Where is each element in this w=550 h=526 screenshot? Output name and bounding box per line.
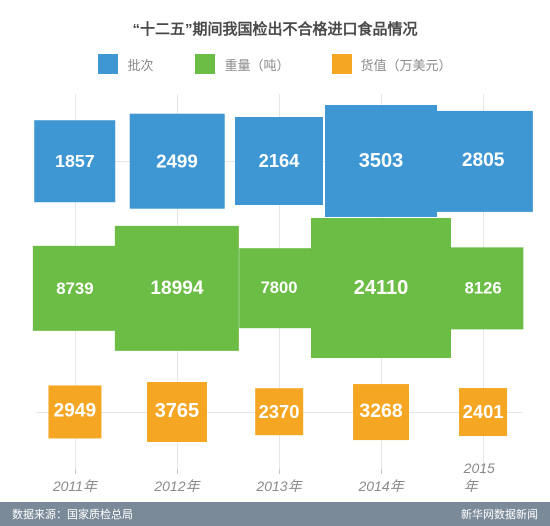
x-tick [177,469,178,474]
legend-label: 货值（万美元） [361,55,452,74]
data-square: 2401 [459,388,507,436]
data-square: 8739 [33,246,117,330]
data-square: 2499 [130,114,225,209]
data-value: 8739 [56,278,93,298]
data-square: 2164 [235,117,323,205]
data-value: 24110 [354,277,409,300]
plot-area: 2011年2012年2013年2014年2015年185724992164350… [36,94,522,468]
data-square: 2805 [433,111,533,211]
legend-swatch [98,54,118,74]
legend-swatch [332,54,352,74]
data-value: 3503 [359,150,404,173]
data-value: 2949 [54,401,96,423]
x-tick [279,469,280,474]
data-square: 8126 [442,248,523,329]
footer-bar: 数据来源：国家质检总局 新华网数据新闻 [0,502,550,526]
data-square: 3268 [353,384,409,440]
x-axis-label: 2012年 [154,476,199,496]
x-axis-label: 2013年 [256,476,301,496]
data-value: 2805 [462,150,505,172]
data-value: 18994 [150,277,203,299]
data-value: 2370 [259,401,300,423]
data-value: 2401 [463,401,504,423]
data-square: 2370 [255,388,303,436]
legend-label: 重量（吨） [224,55,289,74]
data-value: 2164 [259,150,300,172]
legend-label: 批次 [127,55,153,74]
legend-swatch [195,54,215,74]
x-tick [75,469,76,474]
data-square: 24110 [311,218,451,358]
x-tick [381,469,382,474]
footer-source: 数据来源：国家质检总局 [12,506,133,522]
data-square: 2949 [48,385,101,438]
legend-item: 重量（吨） [195,54,289,74]
chart-title: “十二五”期间我国检出不合格进口食品情况 [0,18,550,39]
x-axis-label: 2015年 [464,460,503,496]
legend: 批次 重量（吨） 货值（万美元） [0,54,550,74]
data-square: 3503 [325,105,437,217]
data-square: 3765 [147,382,207,442]
data-value: 2499 [156,150,198,172]
footer-credit: 新华网数据新闻 [461,506,538,522]
legend-item: 货值（万美元） [332,54,452,74]
data-square: 18994 [115,226,239,350]
x-axis-label: 2014年 [358,476,403,496]
data-value: 7800 [261,278,298,298]
legend-item: 批次 [98,54,153,74]
data-value: 3765 [155,400,200,423]
data-square: 7800 [239,249,319,329]
data-value: 1857 [55,151,95,172]
data-value: 8126 [465,278,502,298]
data-value: 3268 [359,400,402,423]
data-square: 1857 [34,121,116,203]
x-axis-label: 2011年 [53,476,97,496]
